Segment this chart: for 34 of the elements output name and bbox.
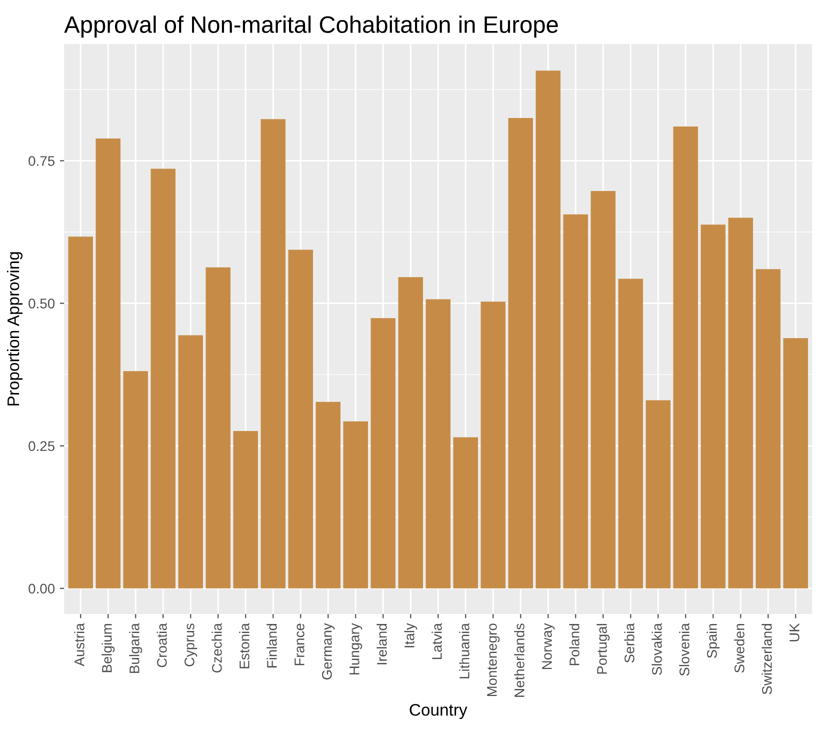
x-tick-label: Cyprus bbox=[184, 624, 198, 666]
x-tick-label: Hungary bbox=[350, 623, 362, 674]
x-tick-label: Norway bbox=[542, 623, 555, 670]
y-axis-title: Proportion Approving bbox=[6, 252, 23, 406]
x-tick-label: Spain bbox=[706, 624, 720, 658]
x-tick-label: France bbox=[294, 624, 304, 666]
x-tick-label: Serbia bbox=[624, 623, 634, 663]
x-tick-label: UK bbox=[790, 623, 800, 642]
x-tick-label: Slovakia bbox=[652, 623, 662, 675]
x-tick-label: Latvia bbox=[432, 623, 442, 659]
x-tick-label: Ireland bbox=[376, 624, 387, 664]
x-tick-label: Estonia bbox=[239, 623, 250, 668]
x-tick-label: Montenegro bbox=[487, 624, 500, 696]
chart-title: Approval of Non-marital Cohabitation in Europe bbox=[64, 16, 558, 38]
x-axis-title: Country bbox=[410, 704, 468, 720]
x-tick-label: Belgium bbox=[102, 624, 115, 672]
x-tick-label: Poland bbox=[569, 624, 580, 666]
x-tick-label: Austria bbox=[74, 623, 84, 666]
x-tick-label: Czechia bbox=[212, 623, 222, 673]
x-tick-label: Switzerland bbox=[762, 624, 772, 694]
x-tick-label: Italy bbox=[404, 623, 418, 648]
x-tick-label: Finland bbox=[266, 624, 277, 668]
y-tick-label: 0.00 bbox=[28, 584, 55, 594]
y-tick-label: 0.50 bbox=[28, 298, 55, 308]
x-tick-label: Bulgaria bbox=[129, 623, 142, 673]
y-tick-label: 0.25 bbox=[28, 441, 55, 452]
x-tick-label: Lithuania bbox=[459, 623, 470, 678]
x-tick-label: Sweden bbox=[734, 624, 744, 673]
x-tick-label: Portugal bbox=[596, 624, 610, 674]
y-tick-label: 0.75 bbox=[28, 156, 55, 166]
x-tick-label: Croatia bbox=[156, 623, 167, 668]
x-tick-label: Slovenia bbox=[679, 623, 690, 676]
x-tick-label: Netherlands bbox=[514, 624, 524, 697]
x-tick-label: Germany bbox=[322, 623, 335, 680]
